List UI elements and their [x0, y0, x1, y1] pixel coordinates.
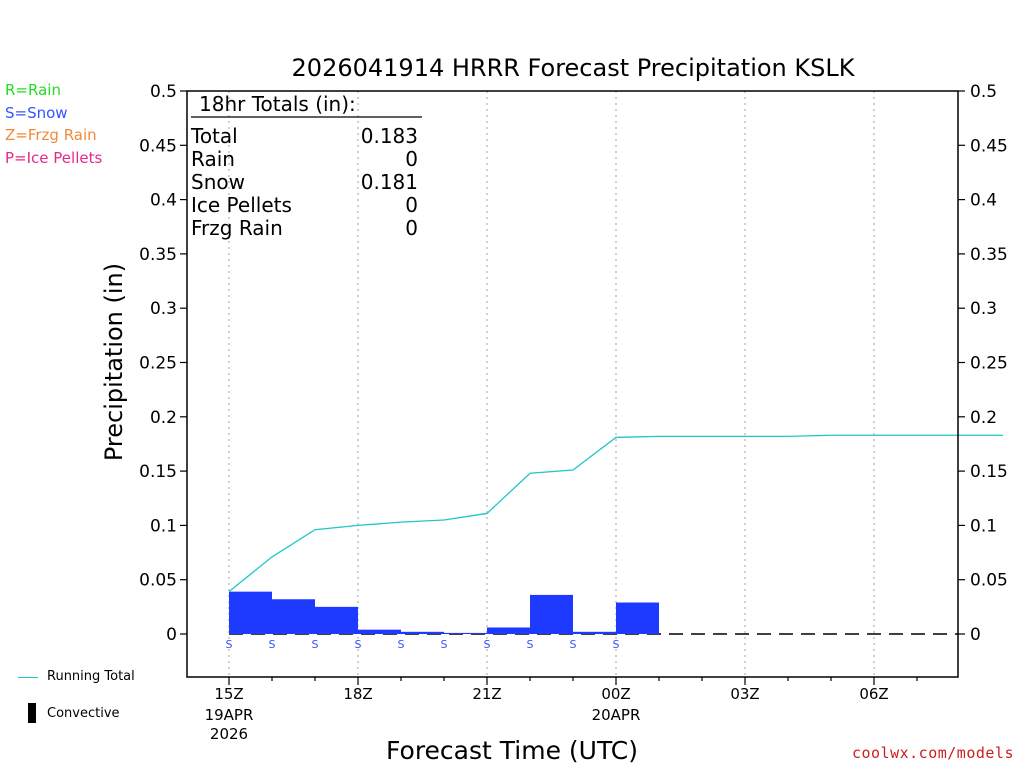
y-tick-label-right: 0.05 — [970, 571, 1008, 591]
totals-row-label: Frzg Rain — [191, 216, 283, 240]
y-tick-label-right: 0 — [970, 625, 981, 645]
x-tick-date-label: 19APR — [205, 706, 254, 724]
x-tick-label: 18Z — [343, 685, 372, 703]
precip-bar — [401, 631, 444, 634]
precip-bar — [315, 606, 358, 634]
y-tick-label-left: 0 — [166, 625, 177, 645]
y-tick-label-left: 0.35 — [139, 245, 177, 265]
totals-row-label: Rain — [191, 147, 235, 171]
totals-row-value: 0 — [405, 216, 418, 240]
y-tick-label-right: 0.1 — [970, 516, 997, 536]
y-tick-label-right: 0.25 — [970, 354, 1008, 374]
precip-bar — [487, 627, 530, 634]
x-tick-label: 00Z — [601, 685, 630, 703]
plot-frame — [186, 90, 959, 678]
x-tick-label: 21Z — [472, 685, 501, 703]
x-tick-year-label: 2026 — [210, 725, 248, 743]
totals-row-value: 0 — [405, 193, 418, 217]
chart-title: 2026041914 HRRR Forecast Precipitation K… — [292, 54, 856, 82]
precip-type-label: S — [226, 638, 233, 651]
legend-frzg-rain: Z=Frzg Rain — [5, 126, 97, 144]
precip-bar — [358, 629, 401, 634]
y-axis-label: Precipitation (in) — [100, 263, 128, 461]
totals-row-label: Ice Pellets — [191, 193, 292, 217]
running-total-line — [228, 434, 1003, 593]
y-tick-label-left: 0.4 — [150, 191, 177, 211]
precip-type-label: S — [355, 638, 362, 651]
precip-type-label: S — [613, 638, 620, 651]
x-axis-label: Forecast Time (UTC) — [386, 736, 638, 765]
x-tick-date-label: 20APR — [592, 706, 641, 724]
running-total-key-label: Running Total — [47, 669, 135, 684]
precip-type-label: S — [269, 638, 276, 651]
y-tick-label-right: 0.5 — [970, 82, 997, 102]
y-tick-label-right: 0.3 — [970, 299, 997, 319]
totals-row-label: Total — [190, 124, 238, 148]
legend-snow: S=Snow — [5, 104, 68, 122]
y-tick-label-left: 0.45 — [139, 136, 177, 156]
y-tick-label-right: 0.4 — [970, 191, 997, 211]
precip-type-label: S — [570, 638, 577, 651]
running-total-key-line-icon — [18, 677, 38, 678]
y-tick-label-left: 0.05 — [139, 571, 177, 591]
precip-type-label: S — [441, 638, 448, 651]
totals-row-value: 0 — [405, 147, 418, 171]
totals-row-value: 0.183 — [361, 124, 418, 148]
convective-key-swatch-icon — [28, 703, 36, 723]
y-tick-label-right: 0.2 — [970, 408, 997, 428]
precip-bar — [616, 602, 659, 634]
y-tick-label-left: 0.5 — [150, 82, 177, 102]
precip-bar — [229, 591, 272, 634]
convective-key-label: Convective — [47, 706, 120, 721]
precip-bar — [530, 594, 573, 634]
totals-row-label: Snow — [191, 170, 245, 194]
y-tick-label-left: 0.3 — [150, 299, 177, 319]
y-tick-label-left: 0.1 — [150, 516, 177, 536]
totals-header: 18hr Totals (in): — [199, 92, 356, 116]
x-tick-label: 03Z — [730, 685, 759, 703]
y-tick-label-left: 0.25 — [139, 354, 177, 374]
precip-bar — [272, 599, 315, 634]
precip-type-label: S — [484, 638, 491, 651]
precip-bar — [444, 632, 487, 634]
precip-type-label: S — [527, 638, 534, 651]
watermark: coolwx.com/models — [851, 744, 1014, 762]
precip-type-label: S — [312, 638, 319, 651]
precip-bar — [573, 631, 616, 634]
y-tick-label-right: 0.35 — [970, 245, 1008, 265]
x-tick-label: 15Z — [214, 685, 243, 703]
totals-row-value: 0.181 — [361, 170, 418, 194]
legend-rain: R=Rain — [5, 81, 61, 99]
y-tick-label-right: 0.15 — [970, 462, 1008, 482]
x-tick-label: 06Z — [859, 685, 888, 703]
y-tick-label-left: 0.15 — [139, 462, 177, 482]
y-tick-label-right: 0.45 — [970, 136, 1008, 156]
legend-ice-pellets: P=Ice Pellets — [5, 149, 103, 167]
y-tick-label-left: 0.2 — [150, 408, 177, 428]
precip-type-label: S — [398, 638, 405, 651]
